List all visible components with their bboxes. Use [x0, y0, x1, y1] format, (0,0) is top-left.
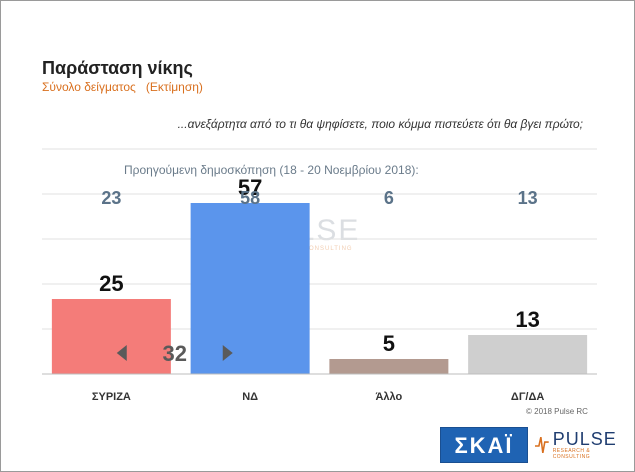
data-label-1: 57	[238, 175, 262, 200]
previous-value-2: 6	[384, 188, 394, 208]
category-label-0: ΣΥΡΙΖΑ	[92, 391, 131, 403]
bar-2	[329, 359, 449, 374]
category-label-1: ΝΔ	[242, 391, 258, 403]
page-title: Παράσταση νίκης	[42, 58, 193, 78]
right-arrow-icon	[222, 345, 233, 361]
skai-logo: ΣΚΑΪ	[440, 427, 528, 463]
subtitle-text: Σύνολο δείγματος	[42, 80, 136, 94]
data-label-3: 13	[515, 307, 539, 332]
survey-question: ...ανεξάρτητα από το τι θα ψηφίσετε, ποι…	[177, 117, 583, 131]
previous-value-1: 58	[240, 188, 260, 208]
previous-value-3: 13	[518, 188, 538, 208]
subtitle-note: (Εκτίμηση)	[145, 80, 203, 94]
category-label-3: ΔΓ/ΔΑ	[511, 391, 544, 403]
left-arrow-icon	[116, 345, 127, 361]
category-label-2: Άλλο	[375, 391, 402, 403]
pulse-wave-icon	[534, 436, 549, 453]
data-label-0: 25	[99, 271, 123, 296]
pulse-logo-text: PULSE	[552, 429, 617, 449]
previous-survey-label: Προηγούμενη δημοσκόπηση (18 - 20 Νοεμβρί…	[124, 163, 419, 177]
bar-3	[468, 335, 588, 374]
subtitle: Σύνολο δείγματος (Εκτίμηση)	[42, 80, 203, 94]
skai-logo-text: ΣΚΑΪ	[454, 433, 513, 458]
bar-1	[190, 203, 310, 374]
copyright-text: © 2018 Pulse RC	[526, 407, 588, 416]
pulse-logo: PULSE RESEARCH & CONSULTING	[534, 427, 628, 463]
pulse-logo-sub: RESEARCH & CONSULTING	[552, 448, 591, 460]
bar-0	[51, 299, 171, 374]
skai-logo-mark: ΣΚΑΪ	[454, 433, 513, 458]
difference-label: 32	[163, 341, 187, 366]
previous-value-0: 23	[101, 188, 121, 208]
data-label-2: 5	[383, 331, 395, 356]
